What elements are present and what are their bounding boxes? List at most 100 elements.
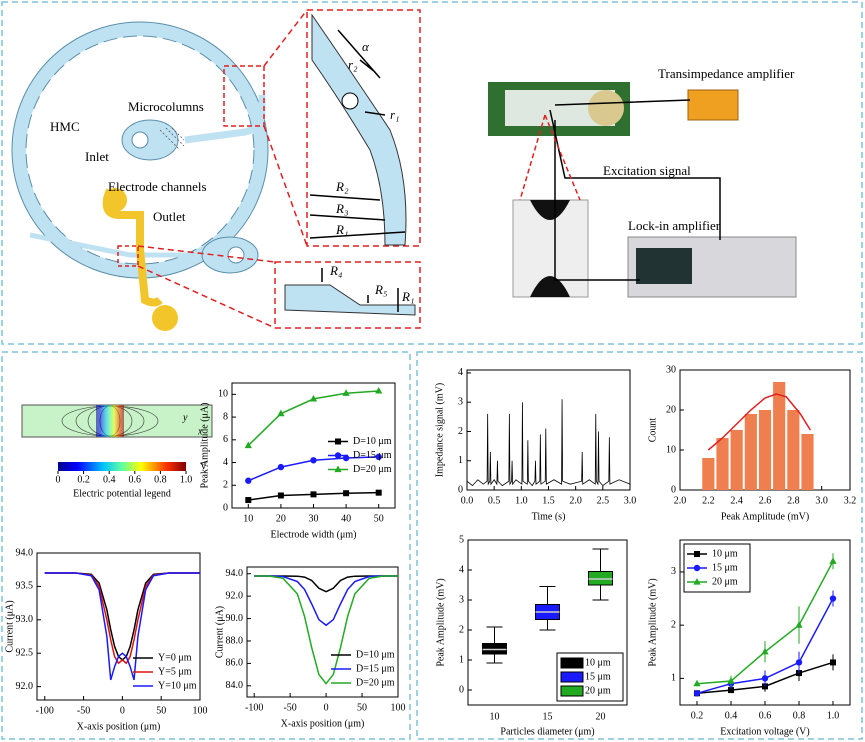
marker <box>309 394 318 402</box>
dimension-arrow <box>309 29 406 239</box>
zoom-line <box>519 114 581 201</box>
y-tick-label: 1 <box>458 455 463 466</box>
colorbar-tick-label: 0.4 <box>103 474 116 485</box>
x-tick-label: 10 <box>243 513 253 524</box>
marker <box>245 477 252 484</box>
y-tick-label: 4 <box>459 564 464 575</box>
histogram-bar <box>758 410 772 490</box>
y-tick-label: 94.0 <box>226 568 244 579</box>
y-tick-label: 93.5 <box>16 581 34 592</box>
x-tick-label: 50 <box>374 513 384 524</box>
marker <box>830 659 836 666</box>
x-tick-label: 0.0 <box>461 495 474 506</box>
label: r₂ <box>348 57 358 72</box>
zoom-channel <box>284 284 416 316</box>
legend-label: 15 μm <box>712 562 738 573</box>
x-axis-label: X-axis position (μm) <box>77 721 161 732</box>
y-axis-label: Peak Amplitude (mV) <box>435 578 446 666</box>
y-tick-label: 0 <box>459 684 464 695</box>
y-tick-label: 92.5 <box>16 648 34 659</box>
marker <box>334 452 342 459</box>
y-tick-label: 84.0 <box>226 680 244 691</box>
label: HMC <box>50 119 80 134</box>
y-tick-label: 20 <box>666 404 676 415</box>
x-tick-label: -100 <box>245 702 263 713</box>
x-tick-label: 20 <box>596 711 606 722</box>
legend-label: 10 μm <box>712 548 738 559</box>
zoom-box <box>117 245 139 267</box>
device-schematic <box>11 9 421 331</box>
electrode-pad <box>103 188 127 212</box>
panel-border <box>1 351 411 740</box>
x-axis-label: Time (s) <box>532 511 566 522</box>
y-tick-label: 10 <box>218 389 228 400</box>
y-tick-label: 1 <box>459 654 464 665</box>
data-line <box>44 572 200 661</box>
inlet-channel <box>184 95 266 144</box>
y-tick-label: 10 <box>666 444 676 455</box>
x-tick-label: 100 <box>391 702 406 713</box>
x-tick-label: 10 <box>490 711 500 722</box>
x-axis-label: Electrode width (μm) <box>271 529 357 540</box>
marker <box>761 647 769 655</box>
y-tick-label: 30 <box>666 364 676 375</box>
y-tick-label: 3 <box>459 594 464 605</box>
colorbar-tick-label: 0 <box>56 474 61 485</box>
marker <box>245 497 252 504</box>
y-tick-label: 1 <box>671 673 676 684</box>
zoom-channel <box>311 13 407 246</box>
marker <box>342 454 350 462</box>
colorbar-title: Electric potential legend <box>73 488 171 499</box>
label: R₁ <box>401 289 414 304</box>
marker <box>829 595 837 602</box>
y-tick-label: 3 <box>458 396 463 407</box>
x-tick-label: 0.4 <box>725 710 738 721</box>
marker <box>335 438 341 445</box>
x-tick-label: 2.0 <box>674 495 687 506</box>
x-axis-label: Particles diameter (μm) <box>500 726 594 737</box>
x-tick-label: 20 <box>276 513 286 524</box>
y-tick-label: 2 <box>458 426 463 437</box>
x-tick-label: 2.0 <box>569 495 582 506</box>
x-tick-label: 2.8 <box>787 495 800 506</box>
setup-photos <box>488 82 797 298</box>
label: Outlet <box>153 209 186 224</box>
label: Inlet <box>85 149 109 164</box>
marker <box>795 621 803 628</box>
legend-swatch <box>560 671 584 683</box>
marker <box>375 386 383 394</box>
plot-frame <box>466 369 631 491</box>
legend-label: 20 μm <box>712 576 738 587</box>
y-tick-label: 4 <box>223 457 228 468</box>
colorbar <box>58 462 186 471</box>
marker <box>277 409 285 417</box>
legend-label: D=15 μm <box>353 450 392 461</box>
marker <box>375 453 382 461</box>
x-tick-label: 2.4 <box>730 495 743 506</box>
label: R₂ <box>335 179 349 194</box>
legend-label: Y=0 μm <box>158 652 192 663</box>
y-tick-label: 3 <box>671 566 676 577</box>
label: Excitation signal <box>603 163 691 178</box>
colorbar-unit: V <box>200 461 208 472</box>
outlet-channel <box>29 232 200 258</box>
y-axis-label: Current (μA) <box>214 606 225 658</box>
electrode-tips <box>530 200 570 297</box>
x-tick-label: 3.2 <box>844 495 857 506</box>
x-tick-label: 0 <box>120 705 125 716</box>
marker <box>694 551 700 557</box>
marker <box>727 677 735 684</box>
x-tick-label: 1.0 <box>515 495 528 506</box>
y-tick-label: 2 <box>671 619 676 630</box>
y-axis-label: Current (μA) <box>4 600 15 652</box>
x-tick-label: 0.8 <box>793 710 806 721</box>
zoom-line <box>137 9 308 329</box>
histogram-bar <box>787 410 800 490</box>
legend-label: 15 μm <box>585 671 611 682</box>
y-tick-label: 4 <box>458 367 463 378</box>
legend-label: D=20 μm <box>356 677 395 688</box>
x-tick-label: 1.5 <box>542 495 555 506</box>
x-tick-label: 15 <box>543 711 553 722</box>
x-axis-label: Excitation voltage (V) <box>720 726 809 737</box>
